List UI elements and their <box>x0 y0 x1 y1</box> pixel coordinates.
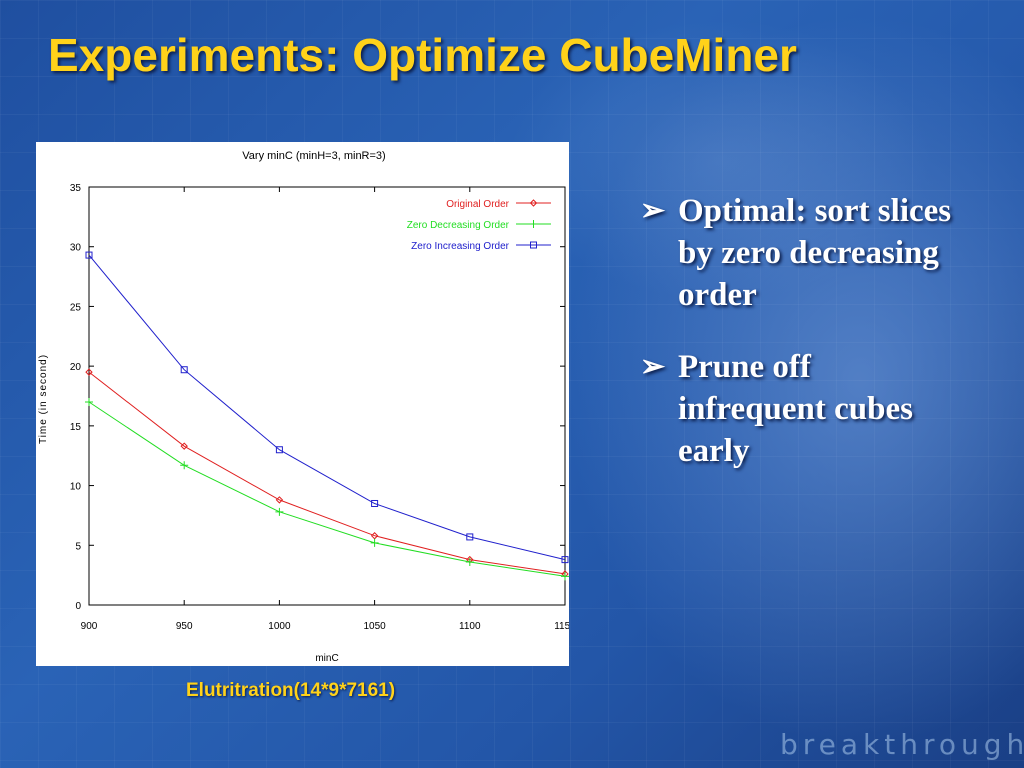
data-point <box>85 368 93 376</box>
data-point <box>370 538 379 547</box>
chart-series <box>85 251 569 581</box>
x-tick-label: 950 <box>176 621 193 632</box>
x-tick-label: 1000 <box>268 621 291 632</box>
data-point <box>180 366 188 374</box>
data-point <box>561 572 569 581</box>
x-tick-label: 1100 <box>459 621 481 632</box>
plot-frame <box>88 186 566 606</box>
data-point <box>275 507 284 516</box>
slide-title: Experiments: Optimize CubeMiner <box>48 29 797 81</box>
bullet-item: ➢ Optimal: sort slices by zero decreasin… <box>640 190 960 316</box>
x-tick-label: 1050 <box>363 621 386 632</box>
data-point <box>275 496 284 504</box>
line-chart: 0 5 10 15 20 25 30 35 900 950 1000 1050 1100 1150 Ori… <box>36 142 569 666</box>
bullet-list: ➢ Optimal: sort slices by zero decreasin… <box>640 190 960 502</box>
series-line <box>88 401 566 577</box>
bullet-text: Prune off infrequent cubes early <box>678 349 913 469</box>
y-tick-label: 35 <box>70 183 82 194</box>
y-tick-label: 10 <box>70 482 82 493</box>
data-point <box>180 461 189 470</box>
arrow-bullet-icon: ➢ <box>640 194 666 227</box>
y-tick-label: 15 <box>70 422 82 433</box>
data-point <box>85 397 93 406</box>
series-line <box>88 254 566 561</box>
y-tick-label: 30 <box>70 243 82 254</box>
chart-svg: 0 5 10 15 20 25 30 35 900 950 1000 1050 1100 1150 Ori… <box>38 150 569 664</box>
data-point <box>85 251 93 259</box>
x-tick-label: 900 <box>81 621 98 632</box>
data-point <box>465 558 474 567</box>
legend-label: Zero Increasing Order <box>411 241 509 252</box>
chart-title: Vary minC (minH=3, minR=3) <box>242 150 385 162</box>
arrow-bullet-icon: ➢ <box>640 350 666 383</box>
data-point <box>529 220 538 228</box>
y-tick-label: 0 <box>75 601 81 612</box>
data-point <box>371 499 379 507</box>
y-tick-label: 25 <box>70 302 82 313</box>
x-tick-label: 1150 <box>554 621 569 632</box>
data-point <box>180 442 188 450</box>
data-point <box>275 446 283 454</box>
y-tick-label: 20 <box>70 362 82 373</box>
y-axis-label: Time (in second) <box>38 354 49 444</box>
data-point <box>370 532 379 540</box>
data-point <box>466 533 474 541</box>
data-point <box>529 199 538 207</box>
legend-label: Zero Decreasing Order <box>407 220 510 231</box>
brand-watermark: breakthrough <box>780 728 1024 761</box>
chart-caption: Elutritration(14*9*7161) <box>186 680 396 701</box>
bullet-text: Optimal: sort slices by zero decreasing … <box>678 193 952 313</box>
chart-legend: Original Order Zero Decreasing Order Zero … <box>407 199 551 252</box>
bullet-item: ➢ Prune off infrequent cubes early <box>640 346 960 472</box>
legend-label: Original Order <box>446 199 509 210</box>
y-tick-label: 5 <box>75 541 81 552</box>
data-point <box>561 556 569 564</box>
series-line <box>88 371 566 575</box>
data-point <box>530 241 537 249</box>
x-axis-label: minC <box>315 653 338 664</box>
chart-axes: 0 5 10 15 20 25 30 35 900 950 1000 1050 1100 1150 <box>70 183 569 632</box>
